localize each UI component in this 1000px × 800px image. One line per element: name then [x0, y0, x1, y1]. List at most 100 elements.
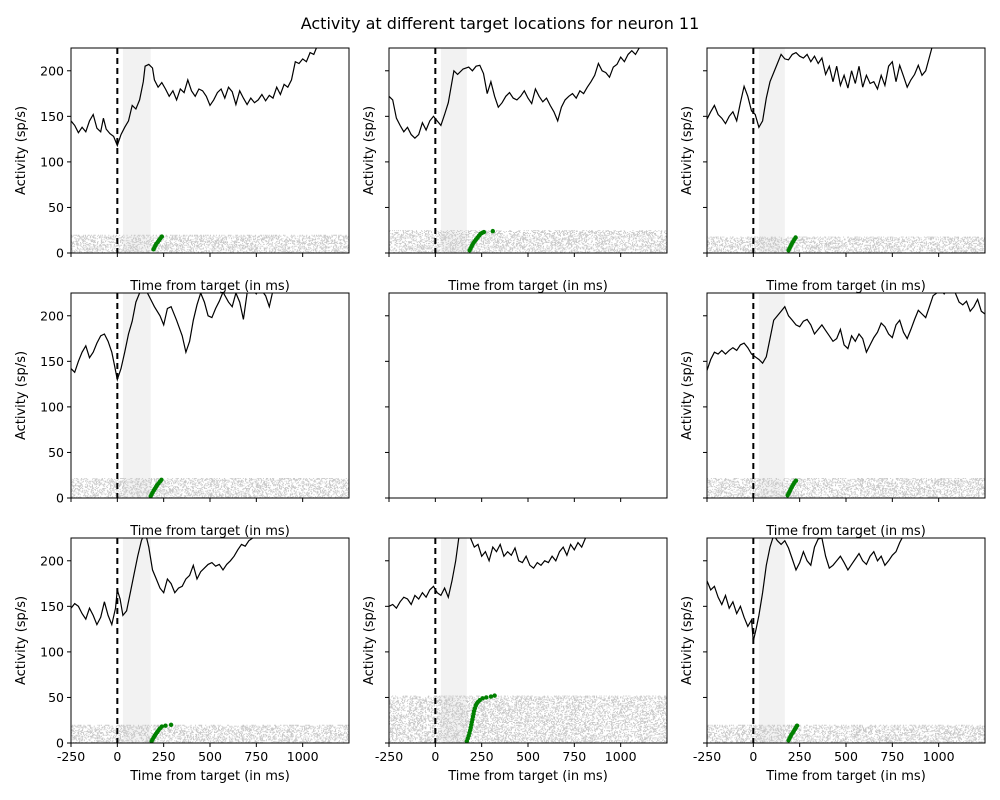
y-tick-label: 100: [40, 154, 64, 169]
panel-r2c3: Time from target (in ms) Activity (sp/s): [680, 292, 986, 539]
x-tick-label: -250: [57, 749, 85, 764]
x-tick-label: 0: [113, 749, 121, 764]
x-axis-label: Time from target (in ms): [765, 769, 926, 784]
y-axis-label: Activity (sp/s): [362, 596, 377, 685]
raster-ticks: [707, 724, 985, 743]
raster: [71, 478, 349, 498]
marker-point: [481, 229, 487, 235]
plot-area: [389, 538, 667, 743]
raster-ticks: [389, 695, 667, 743]
marker-point: [793, 478, 799, 483]
plot-area: [71, 293, 349, 498]
activity-curve: [707, 293, 985, 371]
y-tick-label: 150: [40, 354, 64, 369]
x-tick-label: 250: [470, 749, 494, 764]
raster: [71, 724, 349, 743]
plot-area: [71, 538, 349, 743]
y-axis-label: Activity (sp/s): [14, 106, 29, 195]
panel-r3c2: -250 0 250 500 750 1000 Time from target (in m…: [362, 537, 668, 784]
axes-frame: [70, 292, 350, 499]
raster: [71, 234, 349, 253]
raster-ticks: [71, 234, 349, 253]
marker-point: [159, 477, 164, 482]
marker-point: [484, 695, 489, 700]
axes-frame: [388, 292, 668, 499]
y-tick-label: 50: [48, 200, 64, 215]
x-tick-label: -250: [375, 749, 403, 764]
plot-area: [707, 48, 985, 253]
y-axis-label: Activity (sp/s): [362, 106, 377, 195]
y-tick-label: 0: [56, 491, 64, 506]
raster: [389, 230, 667, 253]
y-tick-label: 50: [48, 445, 64, 460]
activity-curve: [707, 48, 933, 129]
marker-point: [794, 723, 800, 728]
shaded-window: [758, 538, 785, 743]
figure-title: Activity at different target locations f…: [301, 14, 700, 33]
plot-area: [707, 293, 985, 498]
plot-area: [707, 538, 985, 743]
marker-point: [159, 234, 165, 239]
axes-frame: [388, 47, 668, 254]
panel-r1c1: 0 50 100 150 200 Time from target (in ms) Acti…: [14, 47, 350, 294]
shaded-window: [122, 538, 151, 743]
response-markers: [785, 478, 799, 498]
x-axis-label: Time from target (in ms): [447, 279, 608, 294]
x-tick-label: 500: [834, 749, 858, 764]
raster-ticks: [71, 478, 349, 498]
panel-r1c3: Time from target (in ms) Activity (sp/s): [680, 47, 986, 294]
raster: [707, 478, 985, 498]
axes-frame: [706, 47, 986, 254]
raster-ticks: [707, 236, 985, 253]
y-axis-label: Activity (sp/s): [680, 596, 695, 685]
response-markers: [464, 693, 497, 743]
y-tick-label: 0: [56, 246, 64, 261]
x-tick-label: 750: [880, 749, 904, 764]
axes-frame: [70, 537, 350, 744]
y-axis-label: Activity (sp/s): [14, 351, 29, 440]
raster: [389, 695, 667, 743]
x-tick-label: 250: [788, 749, 812, 764]
response-markers: [151, 234, 165, 252]
marker-point: [168, 722, 174, 727]
activity-curve: [71, 538, 254, 627]
axes-frame: [70, 47, 350, 254]
shaded-window: [758, 48, 785, 253]
x-tick-label: 500: [198, 749, 222, 764]
x-tick-label: 0: [431, 749, 439, 764]
raster-ticks: [71, 724, 349, 743]
panel-r2c2: [385, 292, 668, 502]
raster: [707, 236, 985, 253]
y-axis-label: Activity (sp/s): [680, 106, 695, 195]
panel-r2c1: 0 50 100 150 200 Time from target (in ms) Acti…: [14, 292, 350, 539]
panel-grid: 0 50 100 150 200 Time from target (in ms) Acti…: [14, 47, 986, 784]
marker-point: [159, 724, 165, 729]
panel-r3c3: -250 0 250 500 750 1000 Time from target (in m…: [680, 537, 986, 784]
marker-point: [490, 228, 495, 234]
x-axis-label: Time from target (in ms): [129, 279, 290, 294]
x-tick-label: -250: [693, 749, 721, 764]
raster-ticks: [389, 230, 667, 253]
plot-area: [389, 48, 667, 253]
y-tick-label: 200: [40, 63, 64, 78]
response-markers: [786, 723, 800, 743]
y-tick-label: 200: [40, 308, 64, 323]
shaded-window: [758, 293, 785, 498]
x-tick-label: 1000: [287, 749, 319, 764]
y-axis-label: Activity (sp/s): [680, 351, 695, 440]
x-tick-label: 750: [562, 749, 586, 764]
marker-point: [492, 693, 497, 698]
activity-curve: [389, 538, 587, 610]
shaded-window: [122, 48, 151, 253]
x-tick-label: 1000: [605, 749, 637, 764]
activity-curve: [389, 48, 640, 140]
x-tick-label: 0: [749, 749, 757, 764]
x-tick-label: 250: [152, 749, 176, 764]
response-markers: [148, 477, 164, 498]
x-tick-label: 500: [516, 749, 540, 764]
activity-curve: [707, 538, 903, 642]
axes-frame: [706, 292, 986, 499]
x-axis-label: Time from target (in ms): [447, 769, 608, 784]
